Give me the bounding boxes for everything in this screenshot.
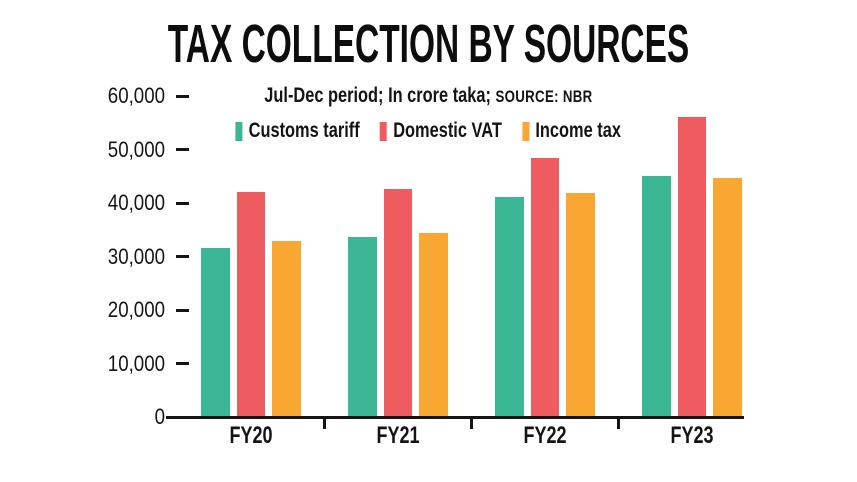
y-tick-mark-40000 — [176, 201, 189, 205]
y-tick-mark-10000 — [176, 362, 189, 365]
y-tick-label-0: 0 — [154, 404, 165, 429]
y-tick-label-30000: 30,000 — [107, 243, 165, 269]
y-tick-label-60000: 60,000 — [107, 83, 165, 108]
y-tick-mark-50000 — [176, 148, 189, 151]
legend-label-income-tax: Income tax — [535, 119, 622, 142]
legend-swatch-domestic-vat — [380, 121, 388, 141]
bar-income-tax-fy20 — [272, 241, 301, 417]
y-tick-mark-60000 — [176, 94, 189, 98]
legend-swatch-customs-tariff — [235, 121, 243, 141]
legend: Customs tariff Domestic VAT Income tax — [0, 119, 857, 146]
legend-item-domestic-vat: Domestic VAT — [380, 119, 502, 143]
x-axis-tick-2 — [469, 417, 473, 429]
x-axis-tick-3 — [616, 417, 620, 429]
y-tick-label-40000: 40,000 — [107, 190, 165, 215]
y-tick-label-20000: 20,000 — [107, 297, 165, 322]
bar-domestic-vat-fy21 — [383, 189, 412, 417]
bar-domestic-vat-fy20 — [236, 192, 265, 417]
x-axis-tick-1 — [322, 417, 326, 429]
chart-subtitle-text: Jul-Dec period; In crore taka; — [264, 84, 492, 107]
y-tick-mark-20000 — [176, 308, 189, 312]
x-axis-line — [166, 416, 744, 419]
bar-customs-tariff-fy22 — [495, 197, 524, 417]
chart-source-label: SOURCE: NBR — [495, 87, 593, 106]
chart-subtitle-row: Jul-Dec period; In crore taka; SOURCE: N… — [0, 84, 857, 108]
y-tick-label-50000: 50,000 — [107, 136, 165, 162]
legend-label-customs-tariff: Customs tariff — [248, 119, 361, 142]
y-tick-mark-30000 — [176, 255, 189, 258]
legend-label-domestic-vat: Domestic VAT — [393, 119, 503, 142]
bar-income-tax-fy22 — [566, 193, 595, 417]
bar-customs-tariff-fy21 — [348, 237, 377, 417]
bar-domestic-vat-fy22 — [530, 158, 559, 417]
legend-items: Customs tariff Domestic VAT Income tax — [235, 119, 621, 143]
x-axis-label-fy23: FY23 — [670, 422, 714, 449]
bar-domestic-vat-fy23 — [677, 117, 706, 417]
x-axis-label-fy21: FY21 — [376, 422, 420, 449]
chart-title-row: TAX COLLECTION BY SOURCES — [0, 17, 857, 71]
x-axis-label-fy20: FY20 — [229, 422, 273, 449]
bar-customs-tariff-fy23 — [642, 176, 671, 417]
bar-income-tax-fy21 — [419, 233, 448, 417]
legend-item-customs-tariff: Customs tariff — [235, 119, 361, 143]
bar-customs-tariff-fy20 — [201, 248, 230, 417]
legend-swatch-income-tax — [522, 121, 530, 141]
x-axis-label-fy22: FY22 — [523, 422, 567, 449]
y-tick-label-10000: 10,000 — [107, 350, 165, 376]
chart-subtitle: Jul-Dec period; In crore taka; SOURCE: N… — [264, 84, 592, 108]
chart-title: TAX COLLECTION BY SOURCES — [167, 14, 690, 74]
legend-item-income-tax: Income tax — [522, 119, 621, 143]
bar-income-tax-fy23 — [713, 178, 742, 417]
